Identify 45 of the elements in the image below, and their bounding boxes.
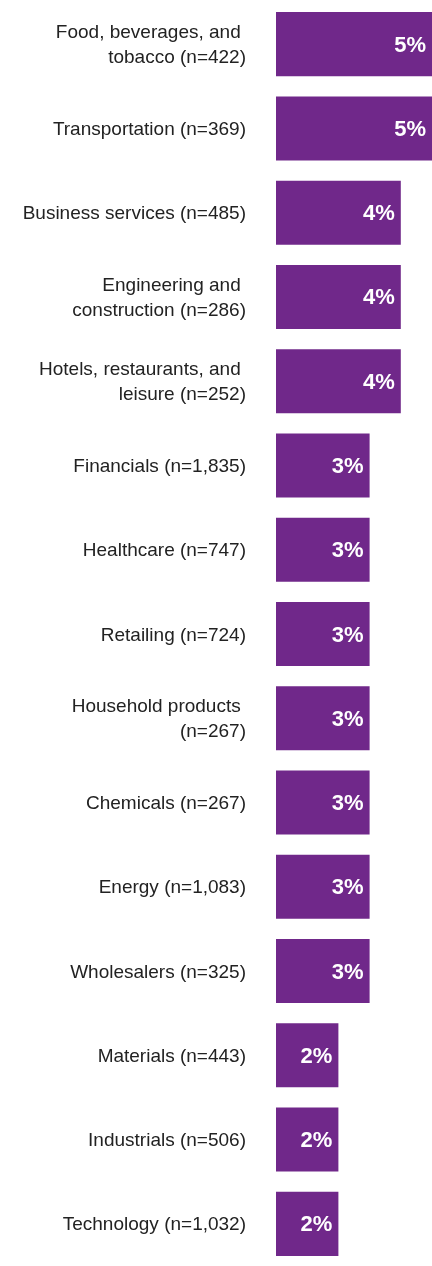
bar (276, 854, 370, 919)
bar (276, 1107, 339, 1172)
y-tick-label: Materials (n=443) (97, 1044, 246, 1066)
bar (276, 1191, 339, 1256)
bar (276, 96, 432, 161)
bar (276, 601, 370, 667)
y-tick-label: Hotels, restaurants, and leisure (n=252) (39, 358, 246, 405)
y-tick-label: Engineering and construction (n=286) (72, 273, 246, 320)
bar (276, 433, 370, 498)
data-label: 4% (363, 284, 395, 310)
y-tick-label: Healthcare (n=747) (82, 539, 246, 561)
y-tick-label: Household products (n=267) (71, 695, 246, 742)
bar (276, 180, 401, 245)
data-label: 3% (331, 874, 364, 900)
bar (276, 12, 432, 77)
data-label: 5% (394, 31, 426, 57)
data-label: 2% (300, 1211, 333, 1237)
y-tick-label: Financials (n=1,835) (73, 454, 246, 476)
data-label: 4% (363, 368, 395, 394)
data-label: 5% (394, 115, 426, 141)
y-tick-label: Business services (n=485) (22, 202, 246, 224)
data-label: 3% (331, 621, 364, 647)
data-label: 4% (363, 200, 395, 226)
y-tick-label: Retailing (n=724) (100, 623, 246, 645)
bar (276, 939, 370, 1004)
y-tick-label: Technology (n=1,032) (62, 1213, 246, 1235)
bar (276, 517, 370, 582)
data-label: 3% (331, 958, 364, 984)
data-label: 3% (331, 790, 364, 816)
bar (276, 264, 401, 329)
data-label: 3% (331, 537, 364, 563)
bar (276, 349, 401, 414)
bar (276, 770, 370, 835)
bar (276, 1023, 339, 1088)
y-tick-label: Energy (n=1,083) (98, 876, 246, 898)
y-tick-label: Wholesalers (n=325) (70, 960, 246, 982)
y-tick-label: Chemicals (n=267) (86, 792, 246, 814)
y-tick-label: Industrials (n=506) (88, 1129, 246, 1151)
data-label: 2% (300, 1042, 333, 1068)
data-label: 3% (331, 705, 364, 731)
y-tick-label: Transportation (n=369) (52, 117, 246, 139)
data-label: 2% (300, 1127, 333, 1153)
bar (276, 686, 370, 751)
data-label: 3% (331, 452, 364, 478)
y-tick-label: Food, beverages, and tobacco (n=422) (55, 21, 246, 68)
